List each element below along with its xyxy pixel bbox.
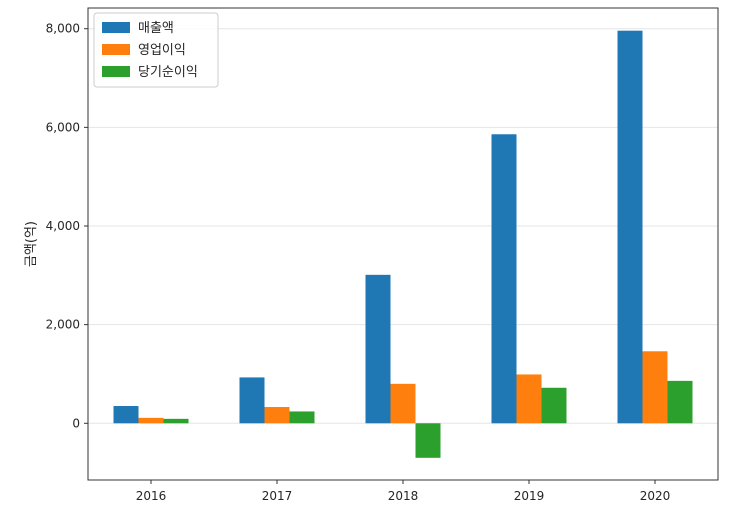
y-axis-ticks: 0 2,000 4,000 6,000 8,000 xyxy=(46,22,88,430)
bar-2017-1 xyxy=(239,377,265,424)
y-tick-label: 6,000 xyxy=(46,120,80,134)
legend-swatch xyxy=(102,66,130,77)
bar-2019-1 xyxy=(491,134,517,424)
bar-2018-2 xyxy=(390,383,416,424)
legend-label: 영업이익 xyxy=(138,43,186,58)
legend-label: 매출액 xyxy=(138,21,174,36)
bar-2017-2 xyxy=(264,407,290,424)
bar-2020-1 xyxy=(617,30,643,424)
bar-2018-1 xyxy=(365,274,391,424)
x-tick-label: 2018 xyxy=(388,489,419,503)
y-tick-label: 2,000 xyxy=(46,318,80,332)
x-tick-label: 2016 xyxy=(136,489,167,503)
bars xyxy=(113,30,693,458)
x-tick-label: 2019 xyxy=(514,489,545,503)
bar-2017-3 xyxy=(289,411,315,424)
bar-2020-2 xyxy=(642,351,668,424)
bar-2016-3 xyxy=(163,418,189,424)
bar-2016-1 xyxy=(113,406,139,424)
bar-2018-3 xyxy=(415,423,441,458)
bar-2020-3 xyxy=(667,380,693,424)
bar-2016-2 xyxy=(138,417,164,424)
y-tick-label: 4,000 xyxy=(46,219,80,233)
x-tick-label: 2020 xyxy=(640,489,671,503)
y-axis-title: 금액(억) xyxy=(24,221,39,267)
x-tick-label: 2017 xyxy=(262,489,293,503)
y-tick-label: 0 xyxy=(72,416,80,430)
legend-swatch xyxy=(102,44,130,55)
legend-label: 당기순이익 xyxy=(138,65,198,80)
bar-2019-2 xyxy=(516,374,542,424)
bar-2019-3 xyxy=(541,387,567,424)
y-tick-label: 8,000 xyxy=(46,22,80,36)
x-axis-ticks: 2016 2017 2018 2019 2020 xyxy=(136,480,671,503)
legend-swatch xyxy=(102,22,130,33)
